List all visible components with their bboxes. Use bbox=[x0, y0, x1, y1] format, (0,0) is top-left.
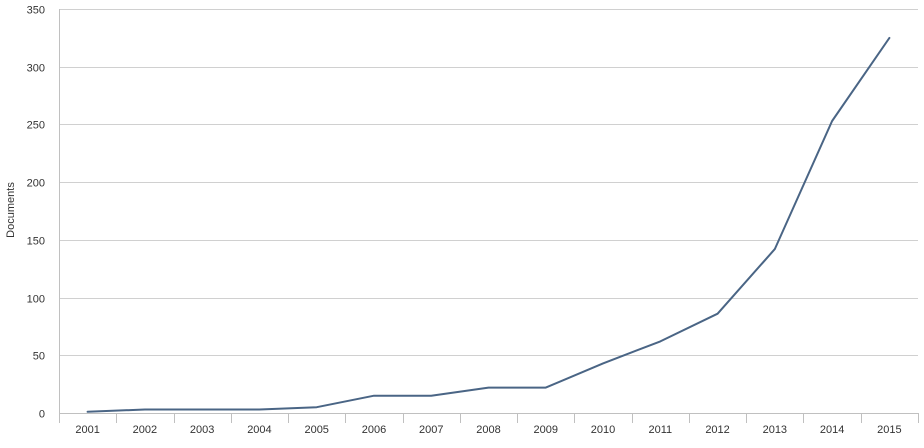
x-tick-label-2012: 2012 bbox=[705, 424, 729, 436]
x-tick-label-2013: 2013 bbox=[763, 424, 787, 436]
y-tick-label: 50 bbox=[33, 351, 45, 363]
x-tick-label-2006: 2006 bbox=[362, 424, 386, 436]
series-group bbox=[86, 36, 891, 413]
y-tick-label: 0 bbox=[39, 409, 45, 421]
grid-lines bbox=[59, 9, 918, 414]
x-tick-label-2001: 2001 bbox=[75, 424, 99, 436]
y-tick-label: 150 bbox=[27, 236, 45, 248]
x-tick-label-2008: 2008 bbox=[476, 424, 500, 436]
y-tick-label: 250 bbox=[27, 120, 45, 132]
y-tick-label: 300 bbox=[27, 63, 45, 75]
x-tick-label-2011: 2011 bbox=[648, 424, 672, 436]
x-tick-label-2009: 2009 bbox=[534, 424, 558, 436]
x-tick-label-2007: 2007 bbox=[419, 424, 443, 436]
x-tick-label-2010: 2010 bbox=[591, 424, 615, 436]
y-tick-label: 350 bbox=[27, 5, 45, 17]
x-tick-label-2004: 2004 bbox=[247, 424, 271, 436]
y-axis-title: Documents bbox=[5, 182, 17, 238]
x-axis: 2001 2002 2003 2004 2005 2006 2007 2008 2009 2010… bbox=[59, 413, 919, 436]
x-tick-label-2005: 2005 bbox=[304, 424, 328, 436]
y-tick-label: 200 bbox=[27, 178, 45, 190]
x-tick-label-2002: 2002 bbox=[133, 424, 157, 436]
x-tick-label-2003: 2003 bbox=[190, 424, 214, 436]
y-tick-label: 100 bbox=[27, 294, 45, 306]
x-tick-label-2014: 2014 bbox=[820, 424, 844, 436]
x-tick-label-2015: 2015 bbox=[877, 424, 901, 436]
y-axis: 0 50 100 150 200 250 300 350 bbox=[27, 5, 60, 421]
